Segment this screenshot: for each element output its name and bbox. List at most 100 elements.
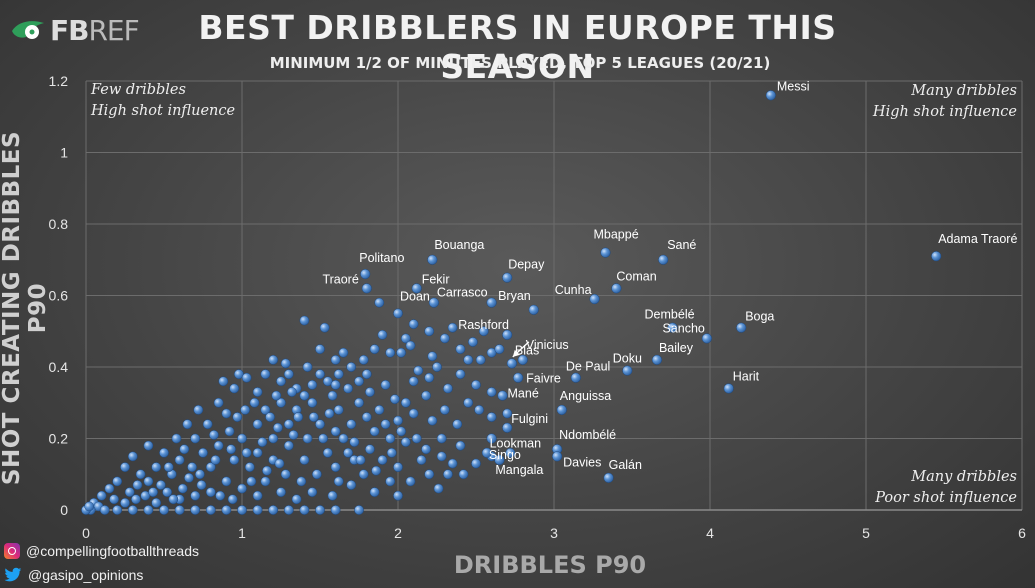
data-point [428, 255, 438, 265]
point-label: Boga [745, 310, 774, 324]
data-point [464, 398, 473, 407]
data-point [406, 341, 415, 350]
data-point [766, 91, 776, 101]
data-point [487, 387, 496, 396]
data-point [381, 380, 390, 389]
data-point [281, 359, 290, 368]
data-point [303, 434, 312, 443]
data-point [253, 491, 262, 500]
data-point [471, 380, 480, 389]
data-point [437, 434, 446, 443]
data-point [464, 355, 473, 364]
data-point [253, 448, 262, 457]
data-point [300, 455, 309, 464]
point-label: Mangala [495, 463, 543, 477]
data-point [253, 505, 262, 514]
data-point [456, 441, 465, 450]
data-point [184, 473, 193, 482]
data-point [409, 377, 418, 386]
point-label: Galán [609, 458, 642, 472]
data-point [375, 298, 384, 307]
data-point [425, 373, 434, 382]
data-point [144, 505, 153, 514]
data-point [360, 269, 370, 279]
data-point [297, 477, 306, 486]
data-point [128, 452, 137, 461]
data-point [417, 455, 426, 464]
data-point [328, 391, 337, 400]
point-label: Messi [777, 79, 810, 93]
point-label: Ndombélé [559, 428, 616, 442]
data-point [226, 445, 235, 454]
y-tick-label: 0.4 [49, 359, 69, 375]
data-point [113, 477, 122, 486]
point-label: Doan [400, 290, 430, 304]
data-point [343, 448, 352, 457]
point-label: Sané [667, 238, 696, 252]
data-point [225, 427, 234, 436]
data-point [331, 355, 340, 364]
data-point [276, 488, 285, 497]
y-tick-label: 0 [60, 502, 68, 518]
data-point [269, 434, 278, 443]
data-point [85, 502, 94, 511]
data-point [362, 284, 372, 294]
data-point [354, 398, 363, 407]
data-point [362, 370, 371, 379]
data-point [300, 391, 309, 400]
x-tick-label: 1 [238, 525, 246, 541]
data-point [601, 248, 611, 258]
data-point [331, 463, 340, 472]
data-point [406, 477, 415, 486]
corner-note-top-right: Many dribbles High shot influence [873, 81, 1017, 123]
data-point [487, 412, 496, 421]
corner-note-top-left: Few dribbles High shot influence [91, 80, 235, 122]
data-point [362, 412, 371, 421]
data-point [347, 362, 356, 371]
twitter-handle[interactable]: @gasipo_opinions [4, 567, 143, 583]
data-point [175, 455, 184, 464]
data-point [440, 334, 449, 343]
data-point [120, 463, 129, 472]
point-label: Mané [508, 387, 539, 401]
data-point [309, 412, 318, 421]
data-point [292, 495, 301, 504]
data-point [180, 445, 189, 454]
data-point [378, 330, 387, 339]
data-point [334, 477, 343, 486]
data-point [331, 380, 340, 389]
data-point [356, 455, 365, 464]
data-point [245, 463, 254, 472]
data-point [386, 434, 395, 443]
data-point [262, 466, 271, 475]
data-point [100, 505, 109, 514]
data-point [331, 505, 340, 514]
point-labels: Messi Adama Traoré Mbappé Sané Bouanga Polita… [322, 79, 1017, 477]
data-point [237, 484, 246, 493]
data-point [354, 377, 363, 386]
data-point [216, 491, 225, 500]
data-point [315, 420, 324, 429]
data-point [206, 505, 215, 514]
data-point [401, 437, 410, 446]
data-point [191, 505, 200, 514]
data-point [284, 420, 293, 429]
data-point [315, 370, 324, 379]
data-point [623, 366, 633, 376]
data-point [397, 348, 406, 357]
data-point [222, 409, 231, 418]
data-point [148, 488, 157, 497]
data-point [487, 298, 497, 308]
corner-note-bottom-right: Many dribbles Poor shot influence [875, 467, 1017, 509]
point-label: Fulgini [511, 412, 548, 426]
data-point [378, 455, 387, 464]
point-label: Traoré [322, 272, 358, 286]
data-point [269, 505, 278, 514]
y-tick-label: 0.6 [49, 288, 69, 304]
data-point [498, 391, 508, 401]
point-label: Davies [563, 455, 601, 469]
data-point [273, 423, 282, 432]
data-point [203, 420, 212, 429]
data-point [187, 463, 196, 472]
instagram-handle[interactable]: @compellingfootballthreads [4, 543, 199, 559]
